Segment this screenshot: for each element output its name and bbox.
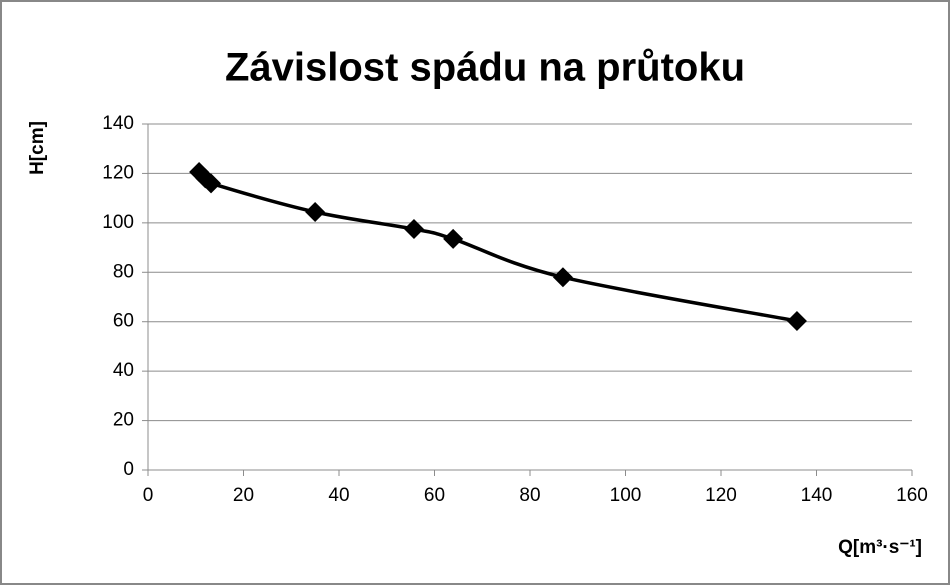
marker	[443, 228, 464, 249]
x-tick-label: 60	[424, 485, 445, 506]
y-tick-label: 60	[113, 311, 134, 332]
x-tick-label: 140	[801, 485, 833, 506]
x-tick-label: 160	[896, 485, 928, 506]
y-tick-label: 100	[102, 212, 134, 233]
y-tick-label: 20	[113, 410, 134, 431]
y-tick-label: 140	[102, 113, 134, 134]
y-tick-label: 0	[123, 459, 134, 480]
y-tick-label: 40	[113, 360, 134, 381]
marker	[403, 219, 424, 240]
marker	[201, 173, 222, 194]
x-axis-label: Q[m³·s⁻¹]	[838, 537, 922, 558]
x-tick-label: 120	[705, 485, 737, 506]
y-axis-label: H[cm]	[27, 121, 48, 175]
x-tick-label: 100	[610, 485, 642, 506]
x-tick-label: 80	[519, 485, 540, 506]
y-tick-label: 80	[113, 261, 134, 282]
x-tick-label: 20	[233, 485, 254, 506]
marker	[552, 267, 573, 288]
x-tick-label: 0	[143, 485, 154, 506]
x-tick-label: 40	[328, 485, 349, 506]
marker	[305, 201, 326, 222]
marker	[786, 310, 807, 331]
chart-title: Závislost spádu na průtoku	[225, 46, 745, 90]
y-tick-label: 120	[102, 162, 134, 183]
